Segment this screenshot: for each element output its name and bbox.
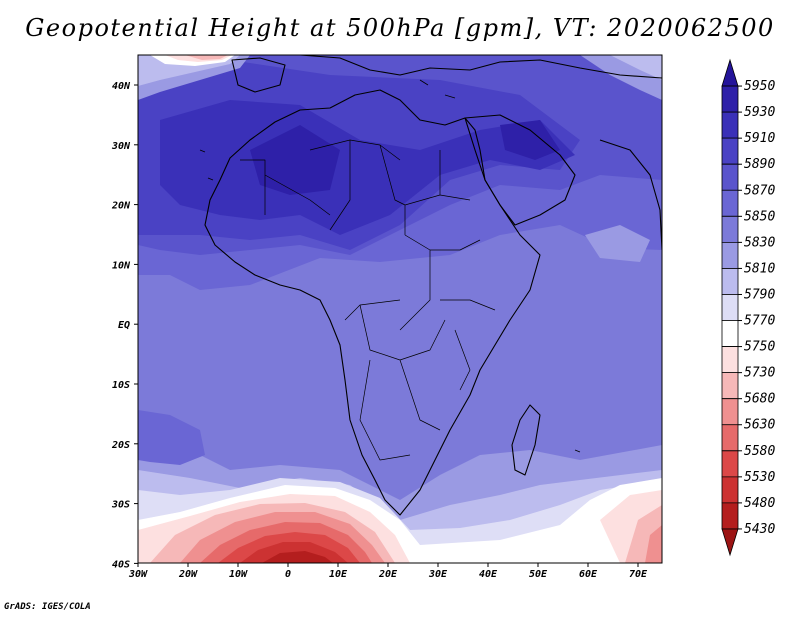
colorbar-swatch bbox=[721, 528, 739, 557]
colorbar-swatch bbox=[721, 85, 739, 113]
colorbar-label: 5790 bbox=[744, 287, 775, 302]
islands bbox=[199, 79, 581, 453]
sw-band-5850 bbox=[138, 410, 205, 465]
colorbar-swatch bbox=[721, 372, 739, 400]
map-title: Geopotential Height at 500hPa [gpm], VT:… bbox=[25, 14, 775, 42]
madagascar-coastline bbox=[511, 404, 541, 476]
india-coastline bbox=[599, 139, 662, 251]
africa-coastline bbox=[204, 89, 541, 516]
lat-label: 20S bbox=[111, 440, 130, 451]
lon-label: 20W bbox=[178, 569, 198, 580]
colorbar-label: 5480 bbox=[744, 496, 775, 511]
map-frame bbox=[137, 54, 663, 564]
lat-label: 10S bbox=[112, 380, 130, 391]
colorbar: 5950 5930 5910 5890 5870 5850 5830 5810 5790 5770… bbox=[721, 58, 775, 557]
lat-label: 40S bbox=[112, 559, 130, 570]
colorbar-swatch bbox=[721, 268, 739, 295]
lon-label: 40E bbox=[479, 569, 498, 580]
colorbar-swatch bbox=[721, 424, 739, 452]
colorbar-swatch bbox=[721, 137, 739, 165]
colorbar-swatch bbox=[721, 58, 739, 87]
lat-label: 30S bbox=[111, 500, 130, 511]
arabia-coastline bbox=[464, 114, 576, 226]
east-light-5810 bbox=[585, 225, 650, 262]
latitude-axis: 40N 30N 20N 10N EQ 10S 20S 30S 40S bbox=[111, 81, 138, 570]
lon-label: 10E bbox=[329, 569, 348, 580]
geopotential-field bbox=[138, 55, 662, 563]
colorbar-swatch bbox=[721, 346, 739, 374]
colorbar-swatch bbox=[721, 294, 739, 321]
lat-label: 10N bbox=[112, 260, 131, 271]
colorbar-swatch bbox=[721, 502, 739, 530]
grads-credit: GrADS: IGES/COLA bbox=[4, 602, 91, 612]
colorbar-swatch bbox=[721, 189, 739, 217]
lat-label: 40N bbox=[112, 81, 131, 92]
iberia-coastline bbox=[231, 57, 286, 93]
colorbar-label: 5680 bbox=[744, 392, 775, 407]
nw-band-5680 bbox=[185, 55, 228, 60]
colorbar-label: 5750 bbox=[744, 340, 775, 355]
colorbar-swatch bbox=[721, 215, 739, 243]
colorbar-swatch bbox=[721, 450, 739, 478]
lat-label: EQ bbox=[118, 320, 130, 331]
colorbar-label: 5430 bbox=[744, 522, 775, 537]
colorbar-label: 5830 bbox=[744, 235, 775, 250]
colorbar-label: 5930 bbox=[744, 105, 775, 120]
colorbar-swatch bbox=[721, 320, 739, 347]
band-north-5930 bbox=[250, 120, 560, 195]
colorbar-swatch bbox=[721, 163, 739, 191]
lon-label: 0 bbox=[285, 569, 291, 580]
lon-label: 30W bbox=[128, 569, 148, 580]
coastlines bbox=[199, 55, 662, 516]
lon-label: 60E bbox=[579, 569, 598, 580]
colorbar-label: 5580 bbox=[744, 444, 775, 459]
country-borders bbox=[240, 139, 496, 461]
colorbar-label: 5810 bbox=[744, 261, 775, 276]
colorbar-swatch bbox=[721, 398, 739, 426]
colorbar-swatch bbox=[721, 241, 739, 269]
lon-label: 50E bbox=[529, 569, 548, 580]
band-south-5430 bbox=[262, 551, 333, 563]
colorbar-label: 5890 bbox=[744, 157, 775, 172]
ne-band-5790 bbox=[610, 55, 662, 80]
lon-label: 30E bbox=[428, 569, 448, 580]
colorbar-label: 5530 bbox=[744, 470, 775, 485]
longitude-axis: 30W 20W 10W 0 10E 20E 30E 40E 50E 60E 70E bbox=[128, 563, 648, 580]
lat-label: 20N bbox=[111, 201, 131, 212]
band-north-5910 bbox=[160, 100, 575, 235]
colorbar-swatch bbox=[721, 476, 739, 504]
lat-label: 30N bbox=[111, 141, 131, 152]
europe-coastline bbox=[299, 55, 662, 79]
colorbar-label: 5850 bbox=[744, 209, 775, 224]
colorbar-label: 5630 bbox=[744, 418, 775, 433]
colorbar-swatch bbox=[721, 111, 739, 139]
colorbar-label: 5910 bbox=[744, 131, 775, 146]
colorbar-label: 5870 bbox=[744, 183, 775, 198]
colorbar-label: 5730 bbox=[744, 366, 775, 381]
lon-label: 70E bbox=[629, 569, 648, 580]
lon-label: 10W bbox=[229, 569, 248, 580]
colorbar-label: 5770 bbox=[744, 314, 775, 329]
lon-label: 20E bbox=[378, 569, 398, 580]
colorbar-label: 5950 bbox=[744, 79, 775, 94]
